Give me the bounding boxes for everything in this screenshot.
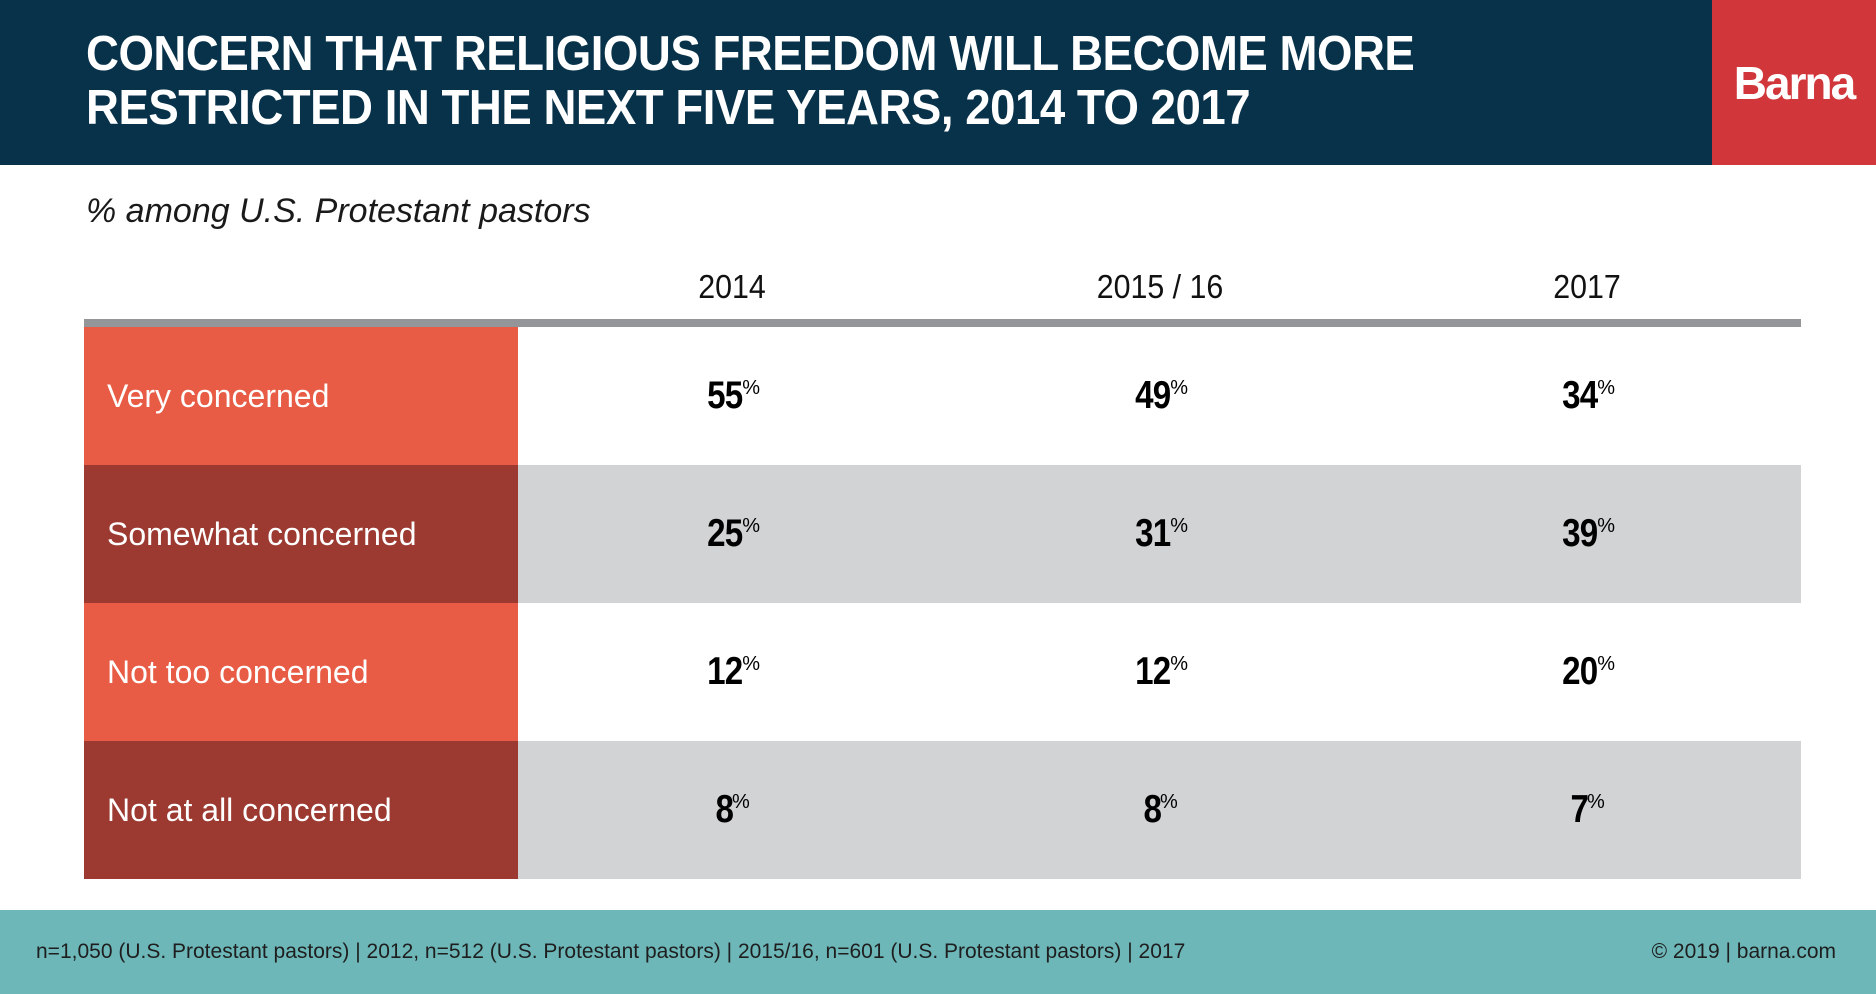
value-number: 55 <box>707 374 743 417</box>
percent-sign: % <box>1159 790 1178 813</box>
header-rule <box>84 319 1801 327</box>
column-header: 2015 / 16 <box>1096 268 1224 305</box>
value-number: 34 <box>1562 374 1598 417</box>
footer-copyright: © 2019 | barna.com <box>1651 940 1836 963</box>
percent-sign: % <box>1597 376 1616 399</box>
percent-sign: % <box>742 514 761 537</box>
row-label: Not at all concerned <box>107 791 392 828</box>
value-number: 8 <box>1143 788 1162 831</box>
data-value: 20% <box>1487 603 1687 741</box>
data-value: 8% <box>1060 741 1260 879</box>
row-label: Not too concerned <box>107 653 369 690</box>
header-band: CONCERN THAT RELIGIOUS FREEDOM WILL BECO… <box>0 0 1712 165</box>
data-value: 34% <box>1487 327 1687 465</box>
percent-sign: % <box>1170 376 1189 399</box>
value-number: 49 <box>1135 374 1171 417</box>
value-number: 7 <box>1570 788 1589 831</box>
chart-title-line-2: RESTRICTED IN THE NEXT FIVE YEARS, 2014 … <box>86 81 1251 135</box>
data-value: 12% <box>1060 603 1260 741</box>
value-number: 31 <box>1135 512 1171 555</box>
value-number: 25 <box>707 512 743 555</box>
percent-sign: % <box>742 376 761 399</box>
footer-source: n=1,050 (U.S. Protestant pastors) | 2012… <box>36 940 1186 963</box>
table-row: Not too concerned 12% 12% 20% <box>84 603 1801 741</box>
row-label-cell: Not too concerned <box>84 603 518 741</box>
row-data-area <box>518 603 1801 741</box>
percent-sign: % <box>742 652 761 675</box>
data-value: 39% <box>1487 465 1687 603</box>
percent-sign: % <box>1170 652 1189 675</box>
data-value: 55% <box>632 327 832 465</box>
percent-sign: % <box>1597 514 1616 537</box>
table-row: Not at all concerned 8% 8% 7% <box>84 741 1801 879</box>
row-data-area <box>518 465 1801 603</box>
data-value: 12% <box>632 603 832 741</box>
data-value: 7% <box>1487 741 1687 879</box>
table-row: Very concerned 55% 49% 34% <box>84 327 1801 465</box>
value-number: 39 <box>1562 512 1598 555</box>
data-value: 49% <box>1060 327 1260 465</box>
percent-sign: % <box>731 790 750 813</box>
value-number: 8 <box>715 788 734 831</box>
percent-sign: % <box>1597 652 1616 675</box>
percent-sign: % <box>1170 514 1189 537</box>
row-label-cell: Somewhat concerned <box>84 465 518 603</box>
row-data-area <box>518 741 1801 879</box>
chart-subtitle: % among U.S. Protestant pastors <box>86 192 591 230</box>
barna-logo: Barna <box>1712 0 1876 165</box>
value-number: 20 <box>1562 650 1598 693</box>
row-label: Very concerned <box>107 377 330 414</box>
percent-sign: % <box>1586 790 1605 813</box>
data-value: 25% <box>632 465 832 603</box>
row-label-cell: Very concerned <box>84 327 518 465</box>
chart-title: CONCERN THAT RELIGIOUS FREEDOM WILL BECO… <box>86 27 1415 135</box>
column-header: 2017 <box>1553 268 1621 305</box>
table-row: Somewhat concerned 25% 31% 39% <box>84 465 1801 603</box>
value-number: 12 <box>707 650 743 693</box>
data-value: 8% <box>632 741 832 879</box>
row-data-area <box>518 327 1801 465</box>
row-label-cell: Not at all concerned <box>84 741 518 879</box>
barna-logo-text: Barna <box>1733 57 1856 109</box>
data-value: 31% <box>1060 465 1260 603</box>
footer-band: n=1,050 (U.S. Protestant pastors) | 2012… <box>0 910 1876 994</box>
column-header: 2014 <box>698 268 766 305</box>
chart-title-line-1: CONCERN THAT RELIGIOUS FREEDOM WILL BECO… <box>86 27 1415 81</box>
row-label: Somewhat concerned <box>107 515 417 552</box>
value-number: 12 <box>1135 650 1171 693</box>
